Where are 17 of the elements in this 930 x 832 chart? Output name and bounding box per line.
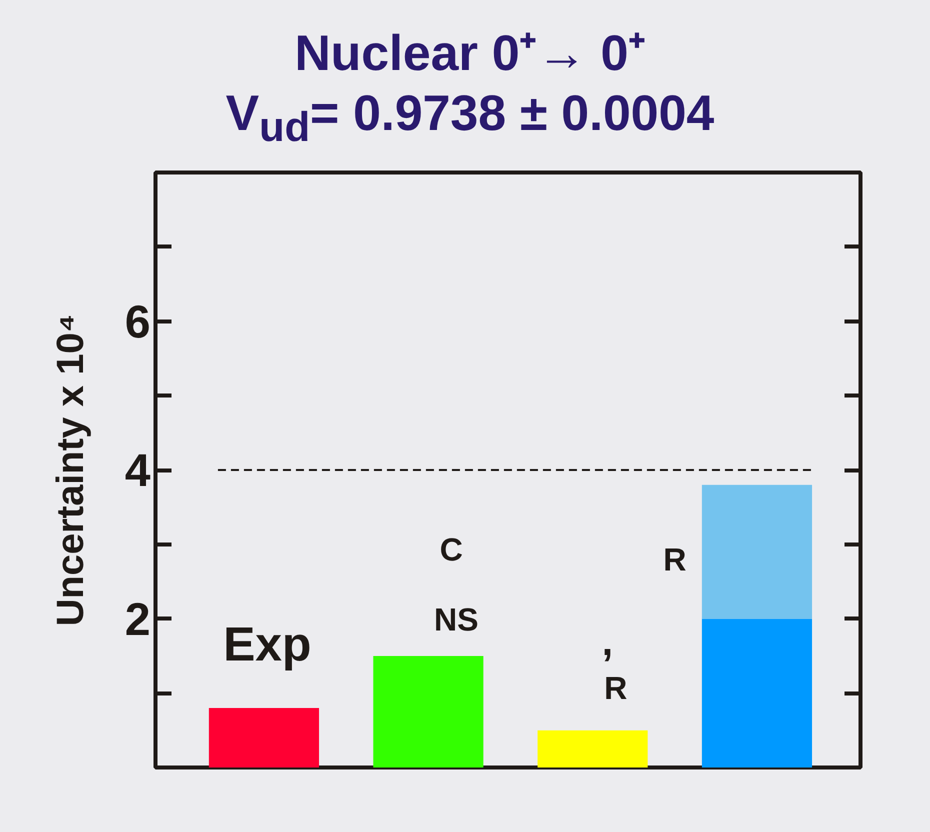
- bar: [373, 656, 484, 768]
- annotation: NS: [434, 601, 478, 638]
- annotation: Exp: [223, 618, 312, 672]
- y-tick-label: 4: [124, 444, 151, 496]
- chart-title: Nuclear 0⁺→ 0⁺: [294, 25, 646, 81]
- y-tick-label: 6: [124, 295, 151, 348]
- y-tick-label: 2: [124, 592, 151, 645]
- bar: [702, 618, 812, 768]
- bar: [702, 484, 812, 619]
- annotation: R: [663, 541, 686, 578]
- annotation: C: [440, 532, 463, 568]
- y-axis-title: Uncertainty x 10⁴: [50, 314, 92, 626]
- bar: [208, 708, 320, 768]
- annotation: R: [604, 670, 628, 706]
- chart-subtitle: V$_{ud}$= 0.9738 ± 0.0004: [226, 85, 714, 150]
- annotation: ,: [602, 620, 613, 664]
- bar: [538, 730, 648, 768]
